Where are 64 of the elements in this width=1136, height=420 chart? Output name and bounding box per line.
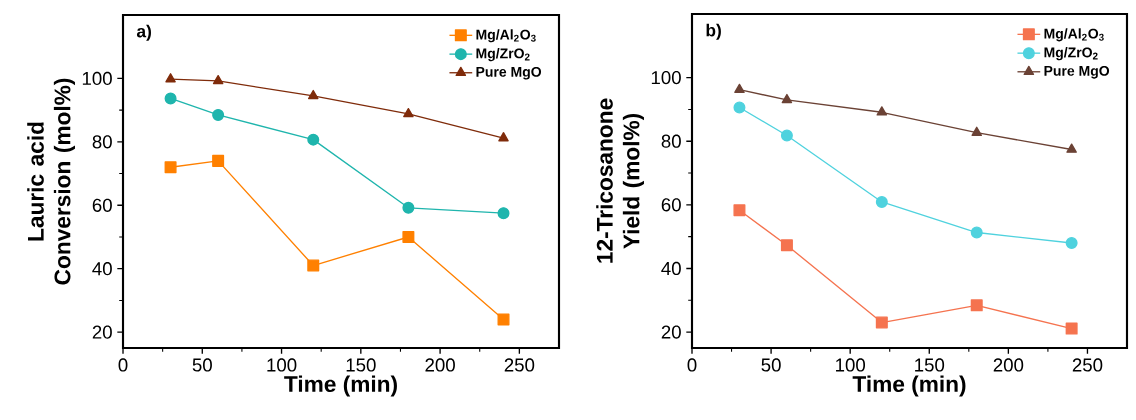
point — [307, 89, 319, 100]
point — [497, 207, 510, 220]
point — [307, 133, 320, 146]
legend-label: Mg/ZrO$_{2}$ — [1044, 47, 1098, 61]
x-tick-label: 100 — [836, 358, 866, 372]
x-axis-title: Time (min) — [284, 375, 397, 397]
x-tick-label: 200 — [993, 358, 1024, 372]
x-axis-title: Time (min) — [852, 375, 966, 397]
point — [780, 129, 793, 142]
point — [970, 299, 983, 312]
point — [970, 226, 983, 239]
point — [164, 92, 177, 105]
point — [212, 74, 224, 85]
y-tick-label: 80 — [661, 134, 681, 148]
point — [164, 161, 177, 174]
x-tick-label: 250 — [1072, 358, 1103, 372]
legend-label: Mg/ZrO$_{2}$ — [476, 48, 530, 62]
point — [876, 106, 888, 116]
legend-label: Mg/Al$_{2}$O$_{3}$ — [476, 29, 536, 43]
point — [212, 154, 225, 167]
annotation: b) — [706, 23, 721, 40]
point — [1065, 237, 1078, 250]
point — [402, 230, 415, 243]
legend-label: Pure MgO — [476, 66, 542, 80]
x-tick-label: 200 — [425, 358, 455, 372]
x-tick-label: 100 — [267, 358, 297, 372]
point — [1066, 143, 1077, 153]
x-tick-label: 50 — [761, 358, 781, 372]
y-tick-label: 60 — [661, 198, 681, 212]
point — [307, 259, 320, 272]
x-tick-label: 0 — [687, 358, 697, 372]
y-axis-title: 12-Tricosanone Yield (mol%) — [596, 98, 644, 263]
x-tick-label: 50 — [192, 358, 212, 372]
point — [780, 239, 793, 252]
y-tick-label: 20 — [661, 325, 681, 339]
y-tick-label: 60 — [92, 198, 112, 212]
point — [212, 108, 225, 121]
point — [875, 195, 888, 208]
point — [781, 93, 793, 104]
point — [1065, 322, 1078, 335]
legend-label: Pure MgO — [1044, 65, 1110, 79]
point — [734, 83, 745, 94]
point — [733, 101, 746, 114]
y-tick-label: 100 — [651, 70, 681, 85]
point — [403, 107, 414, 118]
x-tick-label: 0 — [118, 358, 128, 372]
point — [498, 132, 509, 142]
legend-label: Mg/Al$_{2}$O$_{3}$ — [1044, 28, 1104, 42]
point — [165, 73, 176, 83]
x-tick-label: 250 — [504, 358, 535, 372]
point — [971, 126, 983, 136]
point — [733, 204, 746, 217]
annotation: a) — [136, 24, 151, 41]
point — [875, 316, 888, 329]
x-tick-label: 150 — [346, 358, 376, 372]
point — [402, 201, 415, 214]
y-tick-label: 20 — [92, 325, 112, 339]
x-tick-label: 150 — [915, 358, 945, 372]
point — [497, 313, 510, 326]
y-tick-label: 40 — [661, 261, 681, 276]
y-axis-title: Lauric acid Conversion (mol%) — [27, 78, 75, 285]
y-tick-label: 80 — [92, 135, 112, 149]
y-tick-label: 40 — [92, 262, 112, 276]
y-tick-label: 100 — [82, 71, 112, 86]
